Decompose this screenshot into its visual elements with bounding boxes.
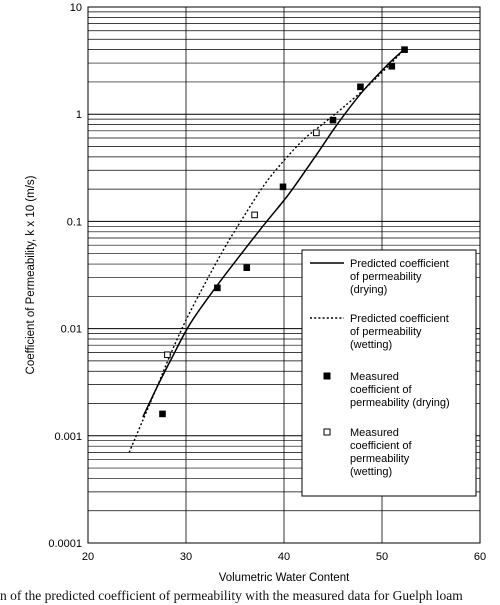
x-tick-label: 60 bbox=[474, 551, 486, 563]
predicted-coefficient-of-permeability-wetting-line bbox=[128, 46, 407, 453]
legend-label: Predicted coefficient of permeability (dry… bbox=[350, 258, 449, 296]
measured-drying-point bbox=[357, 83, 364, 91]
legend-label: Measured coefficient of permeability (dryi… bbox=[350, 371, 450, 409]
measured-wetting-point bbox=[164, 351, 171, 359]
measured-drying-point bbox=[243, 264, 251, 271]
x-tick-labels: 20 30 40 50 60 bbox=[82, 551, 486, 563]
y-tick-label: 10 bbox=[70, 2, 82, 14]
figure-caption: n of the predicted coefficient of permea… bbox=[0, 588, 463, 603]
legend-box bbox=[301, 249, 477, 497]
measured-wetting-point bbox=[251, 211, 258, 219]
plot-frame bbox=[87, 6, 481, 544]
measured-drying-point bbox=[214, 284, 221, 292]
x-tick-label: 50 bbox=[376, 551, 388, 563]
series-layer bbox=[128, 46, 408, 453]
measured-drying-point bbox=[401, 46, 408, 53]
y-tick-label: 0.0001 bbox=[48, 538, 82, 550]
legend-label: Predicted coefficient of permeability (wet… bbox=[350, 313, 449, 351]
measured-drying-point bbox=[279, 183, 287, 191]
measured-wetting-point bbox=[313, 129, 320, 137]
x-axis-label: Volumetric Water Content bbox=[219, 572, 350, 584]
measured-drying-point bbox=[388, 62, 396, 70]
y-tick-labels: 0.0001 0.001 0.01 0.1 1 10 bbox=[48, 2, 82, 550]
x-tick-label: 40 bbox=[278, 551, 290, 563]
measured-drying-point bbox=[159, 410, 166, 418]
predicted-coefficient-of-permeability-drying-line bbox=[142, 48, 406, 418]
y-tick-label: 1 bbox=[76, 109, 82, 121]
y-axis-label: Coefficient of Permeability, k x 10 (m/s… bbox=[25, 175, 37, 374]
legend-swatch-filled-square bbox=[323, 372, 331, 380]
x-tick-label: 20 bbox=[82, 551, 94, 563]
legend-label: Measured coefficient of permeability (wetti… bbox=[350, 427, 413, 478]
y-tick-label: 0.01 bbox=[61, 324, 82, 336]
y-tick-label: 0.1 bbox=[67, 216, 82, 228]
x-tick-label: 30 bbox=[180, 551, 192, 563]
permeability-chart: 0.0001 0.001 0.01 0.1 1 10 20 30 40 50 60 Volumet… bbox=[25, 2, 486, 584]
measured-drying-point bbox=[329, 116, 337, 124]
legend: Predicted coefficient of permeability (dry… bbox=[301, 249, 477, 497]
y-tick-label: 0.001 bbox=[54, 431, 82, 443]
legend-swatch-open-square bbox=[323, 428, 331, 436]
